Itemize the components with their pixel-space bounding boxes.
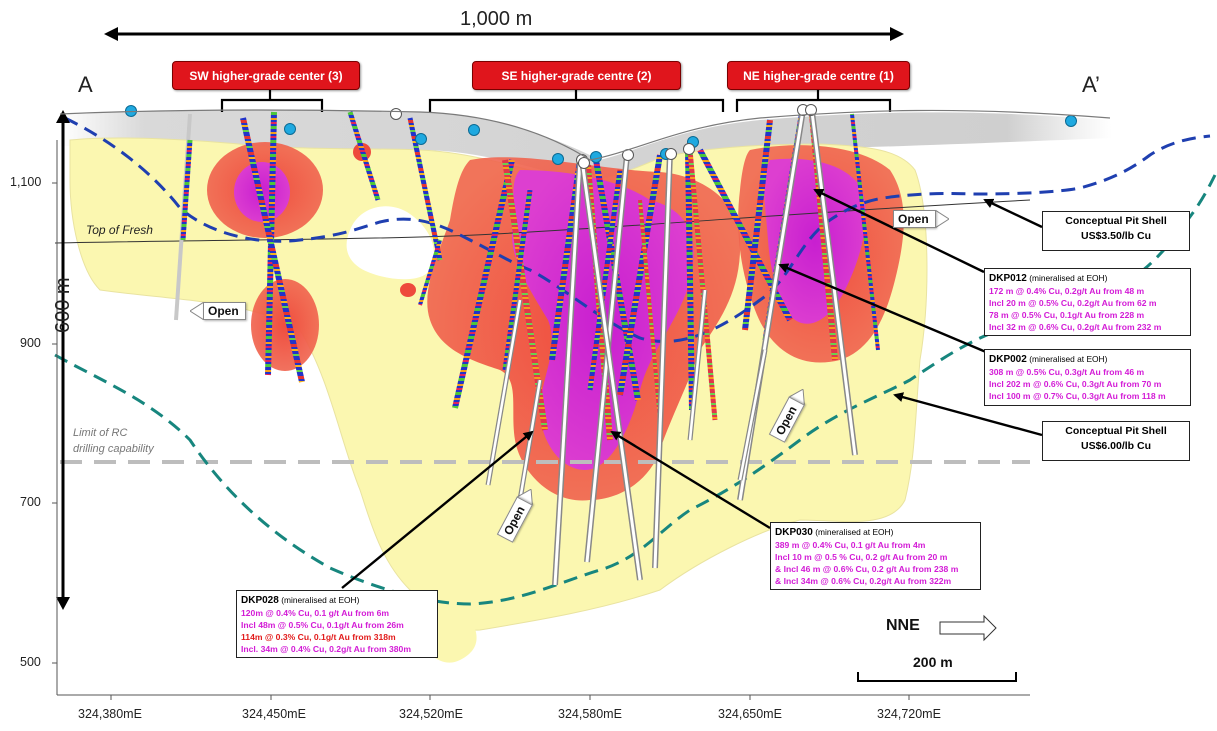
pit-shell-350 — [64, 116, 1211, 343]
callout-dkp030: DKP030 (mineralised at EOH) 389 m @ 0.4%… — [770, 522, 981, 590]
section-end-a: A — [78, 72, 93, 97]
callout-dkp028-line: Incl. 34m @ 0.4% Cu, 0.2g/t Au from 380m — [241, 644, 411, 654]
centre-tag-ne: NE higher-grade centre (1) — [727, 61, 910, 90]
x-tick-324650: 324,650mE — [718, 707, 782, 721]
section-end-a-prime: A’ — [1082, 72, 1100, 97]
callout-dkp028-id: DKP028 — [241, 595, 279, 606]
callout-dkp002: DKP002 (mineralised at EOH) 308 m @ 0.5%… — [984, 349, 1191, 406]
y-tick-1100: 1,100 — [10, 175, 42, 189]
direction-label: NNE — [886, 617, 920, 634]
callout-dkp030-line: 389 m @ 0.4% Cu, 0.1 g/t Au from 4m — [775, 540, 926, 550]
x-tick-324720: 324,720mE — [877, 707, 941, 721]
rc-limit-label-1: Limit of RC — [73, 427, 128, 439]
x-tick-324450: 324,450mE — [242, 707, 306, 721]
callout-dkp030-line: & Incl 46 m @ 0.6% Cu, 0.2 g/t Au from 2… — [775, 564, 959, 574]
nne-arrow-icon — [939, 614, 997, 642]
rc-limit-label-2: drilling capability — [73, 443, 154, 455]
callout-dkp028-line: 114m @ 0.3% Cu, 0.1g/t Au from 318m — [241, 632, 396, 642]
callout-dkp012-note: (mineralised at EOH) — [1029, 273, 1108, 283]
centre-brackets — [220, 88, 892, 112]
pit-shell-box-600: Conceptual Pit Shell US$6.00/lb Cu — [1042, 421, 1190, 461]
callout-dkp012: DKP012 (mineralised at EOH) 172 m @ 0.4%… — [984, 268, 1191, 336]
callout-dkp002-line: 308 m @ 0.5% Cu, 0.3g/t Au from 46 m — [989, 367, 1145, 377]
barren-zone — [346, 206, 434, 280]
open-label-south: Open — [496, 485, 539, 543]
callout-dkp028-line: 120m @ 0.4% Cu, 0.1 g/t Au from 6m — [241, 608, 389, 618]
callout-dkp012-line: Incl 20 m @ 0.5% Cu, 0.2g/t Au from 62 m — [989, 298, 1157, 308]
callout-dkp030-note: (mineralised at EOH) — [815, 527, 894, 537]
top-scale-arrow — [104, 27, 904, 41]
callout-dkp030-line: & Incl 34m @ 0.6% Cu, 0.2g/t Au from 322… — [775, 576, 952, 586]
callout-dkp030-line: Incl 10 m @ 0.5 % Cu, 0.2 g/t Au from 20… — [775, 552, 948, 562]
top-of-fresh-line — [54, 199, 1031, 244]
pit-shell-box-350: Conceptual Pit Shell US$3.50/lb Cu — [1042, 211, 1190, 251]
right-arrow-icon — [934, 210, 949, 228]
collars — [125, 104, 1077, 169]
callout-dkp012-line: Incl 32 m @ 0.6% Cu, 0.2g/t Au from 232 … — [989, 322, 1162, 332]
callout-dkp012-line: 172 m @ 0.4% Cu, 0.2g/t Au from 48 m — [989, 286, 1145, 296]
pit-shell-600-line1: Conceptual Pit Shell — [1065, 425, 1167, 437]
y-tick-900: 900 — [20, 336, 41, 350]
bottom-scale-bar — [857, 672, 1017, 682]
vertical-scale-arrow — [56, 110, 70, 610]
top-scale-label: 1,000 m — [460, 8, 533, 30]
vertical-scale-label: 600 m — [52, 277, 74, 333]
pit-shell-350-line1: Conceptual Pit Shell — [1065, 215, 1167, 227]
open-label-east: Open — [893, 210, 949, 228]
shell-sw-small2 — [400, 283, 416, 297]
pit-shell-600-line2: US$6.00/lb Cu — [1080, 440, 1152, 452]
callout-dkp012-id: DKP012 — [989, 273, 1027, 284]
callout-dkp030-id: DKP030 — [775, 527, 813, 538]
bottom-scale-label: 200 m — [913, 654, 953, 670]
drill-holes-white — [485, 109, 858, 586]
x-tick-324520: 324,520mE — [399, 707, 463, 721]
callout-dkp002-note: (mineralised at EOH) — [1029, 354, 1108, 364]
topographic-surface — [59, 109, 1111, 161]
callout-dkp028-note: (mineralised at EOH) — [281, 595, 360, 605]
x-tick-324580: 324,580mE — [558, 707, 622, 721]
callout-dkp002-line: Incl 100 m @ 0.7% Cu, 0.3g/t Au from 118… — [989, 391, 1166, 401]
centre-tag-sw: SW higher-grade center (3) — [172, 61, 360, 90]
x-tick-324380: 324,380mE — [78, 707, 142, 721]
callout-dkp012-line: 78 m @ 0.5% Cu, 0.1g/t Au from 228 m — [989, 310, 1145, 320]
pit-shell-350-line2: US$3.50/lb Cu — [1080, 230, 1152, 242]
callout-dkp002-id: DKP002 — [989, 354, 1027, 365]
left-arrow-icon — [190, 302, 204, 320]
callout-dkp028-line: Incl 48m @ 0.5% Cu, 0.1g/t Au from 26m — [241, 620, 404, 630]
centre-tag-se: SE higher-grade centre (2) — [472, 61, 681, 90]
y-tick-500: 500 — [20, 655, 41, 669]
top-of-fresh-label: Top of Fresh — [86, 223, 153, 237]
leader-lines — [341, 188, 1043, 589]
callout-dkp002-line: Incl 202 m @ 0.6% Cu, 0.3g/t Au from 70 … — [989, 379, 1162, 389]
terrain-band — [60, 110, 1112, 186]
open-label-west: Open — [190, 302, 246, 320]
callout-dkp028: DKP028 (mineralised at EOH) 120m @ 0.4% … — [236, 590, 438, 658]
y-tick-700: 700 — [20, 495, 41, 509]
axes — [52, 140, 1030, 700]
open-label-southeast: Open — [768, 385, 811, 443]
